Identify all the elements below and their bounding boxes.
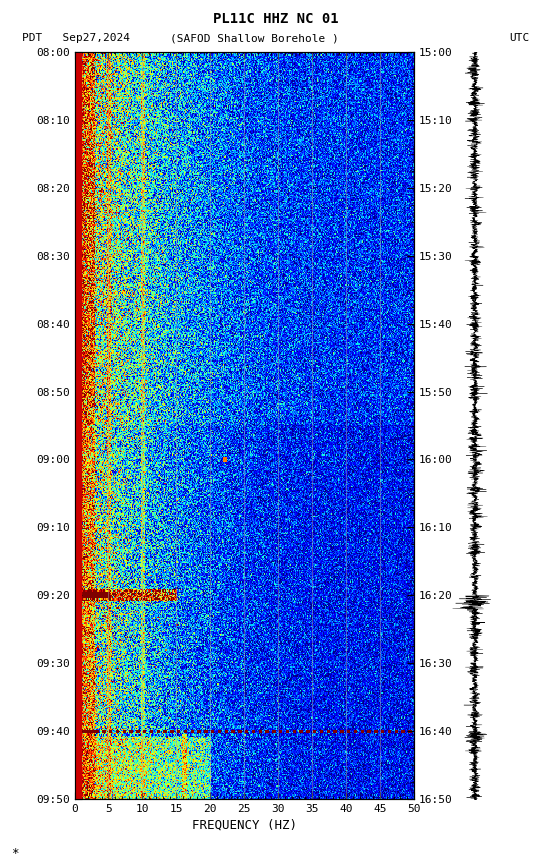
Text: UTC: UTC (509, 33, 530, 43)
Text: PL11C HHZ NC 01: PL11C HHZ NC 01 (213, 12, 339, 26)
Bar (71, 52, 81, 799)
X-axis label: FREQUENCY (HZ): FREQUENCY (HZ) (192, 818, 297, 831)
Text: *: * (11, 847, 19, 860)
Text: (SAFOD Shallow Borehole ): (SAFOD Shallow Borehole ) (169, 33, 338, 43)
Text: PDT   Sep27,2024: PDT Sep27,2024 (22, 33, 130, 43)
